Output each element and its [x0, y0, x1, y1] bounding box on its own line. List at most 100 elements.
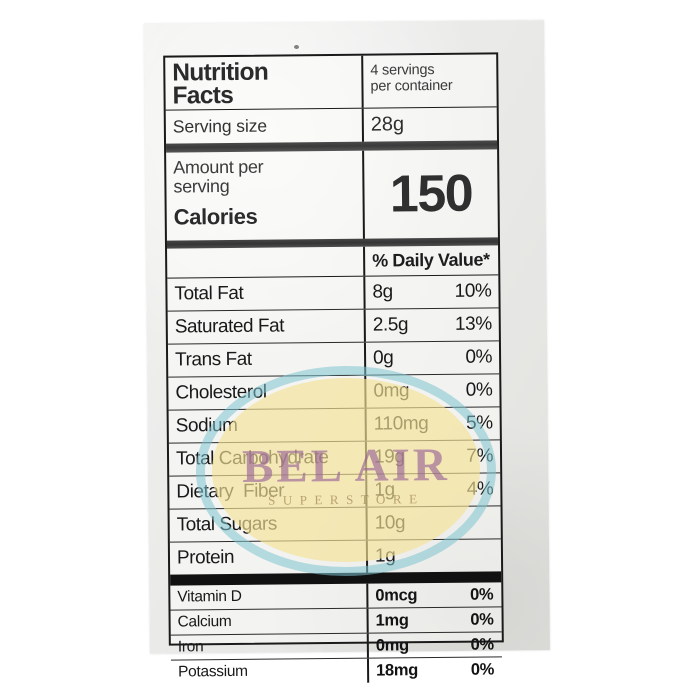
- vitamin-name-cell: Potassium: [171, 659, 367, 685]
- nutrient-amount: 0g: [372, 347, 394, 369]
- daily-value-header: % Daily Value*: [372, 249, 490, 271]
- nutrient-daily-value: [437, 522, 501, 523]
- table-row: Total Carbohydrate 19g 7%: [168, 440, 501, 477]
- title-line-facts: Facts: [172, 81, 234, 110]
- print-speck: [293, 44, 300, 50]
- nutrient-amount: 19g: [373, 446, 405, 468]
- nutrient-name-cell: Total Carbohydrate: [169, 442, 365, 476]
- table-row: Trans Fat 0g 0%: [167, 341, 500, 378]
- calories-value: 150: [389, 164, 473, 224]
- servings-count: 4 servings: [370, 62, 435, 79]
- vitamin-daily-value: 0%: [470, 609, 494, 629]
- nutrient-name-cell: Dietary Fiber: [169, 475, 365, 509]
- serving-size-row: Serving size 28g: [166, 107, 498, 144]
- nutrient-amount: 8g: [372, 281, 393, 303]
- servings-per-container: 4 servings per container: [361, 54, 497, 108]
- title-block: Nutrition Facts: [165, 56, 361, 110]
- vitamin-amount: 1mg: [375, 610, 409, 630]
- nutrient-name: Protein: [176, 546, 235, 569]
- table-row: Dietary Fiber 1g 4%: [169, 473, 501, 510]
- serving-size-label-cell: Serving size: [166, 109, 362, 144]
- nutrient-value-cell: 0mg 0%: [364, 374, 500, 408]
- vitamin-daily-value: 0%: [470, 634, 494, 654]
- nutrient-name-cell: Cholesterol: [168, 376, 364, 410]
- nutrient-value-cell: 110mg 5%: [364, 407, 500, 441]
- nutrient-value-cell: 1g 4%: [365, 473, 501, 507]
- nutrient-name: Total Carbohydrate: [175, 447, 329, 470]
- nutrient-daily-value: 10%: [454, 280, 492, 302]
- nutrient-amount: 10g: [374, 512, 406, 534]
- nutrient-amount: 110mg: [373, 413, 429, 435]
- table-row: Sodium 110mg 5%: [168, 407, 500, 444]
- nutrient-list: Total Fat 8g 10% Saturated Fat 2.5g 13% Trans …: [167, 275, 502, 575]
- calories-value-cell: 150: [362, 149, 498, 239]
- nutrient-name: Cholesterol: [175, 381, 267, 404]
- vitamin-list: Vitamin D 0mcg 0% Calcium 1mg 0% Iron 0mg 0% Pota…: [170, 582, 503, 685]
- nutrient-name-cell: Protein: [170, 541, 366, 575]
- nutrient-amount: 1g: [374, 545, 396, 567]
- serving-size-value: 28g: [370, 113, 405, 136]
- nutrient-name-cell: Total Sugars: [170, 508, 366, 542]
- serving-size-label: Serving size: [172, 115, 268, 137]
- nutrient-daily-value: 0%: [465, 379, 493, 401]
- amount-per-serving-label: Amount per serving: [173, 157, 362, 197]
- vitamin-value-cell: 1mg 0%: [366, 607, 502, 633]
- amount-per-line-1: Amount per: [173, 156, 264, 178]
- nutrient-name-cell: Saturated Fat: [168, 310, 364, 344]
- daily-value-header-cell: % Daily Value*: [363, 245, 499, 276]
- vitamin-value-cell: 0mcg 0%: [366, 582, 502, 608]
- vitamin-value-cell: 18mg 0%: [366, 657, 503, 683]
- nutrient-daily-value: [437, 555, 501, 556]
- title-line-nutrition: Nutrition: [172, 58, 269, 87]
- amount-per-serving-cell: Amount per serving Calories: [166, 151, 363, 241]
- vitamin-daily-value: 0%: [470, 584, 494, 604]
- nutrient-name: Total Sugars: [176, 513, 277, 536]
- vitamin-amount: 0mcg: [375, 585, 418, 605]
- calories-label: Calories: [173, 203, 258, 230]
- nutrient-name-cell: Trans Fat: [168, 343, 364, 377]
- servings-unit: per container: [370, 77, 453, 95]
- vitamin-amount: 0mg: [375, 635, 409, 655]
- table-row: Total Fat 8g 10%: [167, 275, 499, 312]
- nutrient-amount: 1g: [374, 479, 395, 501]
- nutrient-name-cell: Total Fat: [167, 277, 363, 311]
- nutrient-amount: 2.5g: [372, 314, 409, 336]
- nutrient-name: Sodium: [175, 414, 238, 437]
- nutrient-amount: 0mg: [373, 380, 410, 402]
- nutrient-daily-value: 7%: [466, 445, 494, 467]
- table-row: Calcium 1mg 0%: [170, 607, 502, 636]
- vitamin-name-cell: Calcium: [171, 609, 367, 635]
- nutrient-value-cell: 2.5g 13%: [363, 308, 499, 342]
- amount-per-line-2: serving: [173, 175, 230, 197]
- nutrient-name-cell: Sodium: [169, 409, 365, 443]
- table-row: Saturated Fat 2.5g 13%: [167, 308, 499, 345]
- nutrient-name: Trans Fat: [174, 348, 252, 371]
- vitamin-name-cell: Vitamin D: [170, 584, 366, 610]
- nutrient-value-cell: 1g: [365, 539, 502, 573]
- table-row: Vitamin D 0mcg 0%: [170, 582, 502, 611]
- table-row: Potassium 18mg 0%: [171, 657, 503, 685]
- vitamin-name: Potassium: [178, 662, 248, 681]
- nutrient-value-cell: 10g: [365, 506, 501, 540]
- daily-value-empty-cell: [167, 247, 363, 278]
- table-row: Cholesterol 0mg 0%: [168, 374, 500, 411]
- nutrient-name: Saturated Fat: [174, 315, 285, 338]
- nutrient-value-cell: 19g 7%: [364, 440, 501, 474]
- vitamin-value-cell: 0mg 0%: [366, 632, 502, 658]
- table-row: Total Sugars 10g: [169, 506, 501, 543]
- table-row: Protein 1g: [170, 539, 502, 575]
- page-title: Nutrition Facts: [172, 58, 361, 110]
- label-header: Nutrition Facts 4 servings per container: [165, 54, 497, 111]
- vitamin-daily-value: 0%: [470, 659, 495, 679]
- nutrient-name: Dietary Fiber: [176, 480, 285, 503]
- nutrient-value-cell: 8g 10%: [363, 275, 499, 309]
- calories-block: Amount per serving Calories 150: [166, 149, 498, 240]
- nutrient-daily-value: 13%: [454, 313, 492, 335]
- nutrient-daily-value: 0%: [465, 346, 493, 368]
- table-row: Iron 0mg 0%: [170, 632, 502, 661]
- vitamin-name: Vitamin D: [177, 587, 242, 606]
- vitamin-amount: 18mg: [375, 660, 419, 680]
- vitamin-name: Calcium: [177, 612, 232, 631]
- nutrient-daily-value: 5%: [465, 412, 493, 434]
